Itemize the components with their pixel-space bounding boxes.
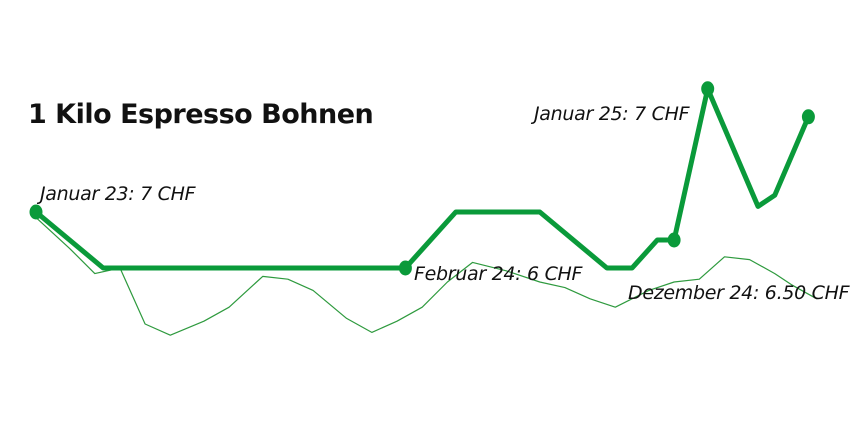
main-series-point bbox=[29, 204, 43, 220]
main-series-point bbox=[801, 109, 815, 125]
main-series-point bbox=[398, 260, 412, 276]
annotation-januar-25: Januar 25: 7 CHF bbox=[530, 103, 691, 125]
annotation-januar-23: Januar 23: 7 CHF bbox=[36, 183, 197, 205]
annotations: Januar 23: 7 CHF Februar 24: 6 CHF Dezem… bbox=[36, 103, 851, 304]
main-series-point bbox=[667, 232, 681, 248]
annotation-dezember-24: Dezember 24: 6.50 CHF bbox=[628, 282, 851, 304]
annotation-februar-24: Februar 24: 6 CHF bbox=[414, 263, 584, 285]
main-series-point bbox=[701, 81, 715, 97]
secondary-series-line bbox=[35, 217, 818, 336]
chart-title: 1 Kilo Espresso Bohnen bbox=[28, 99, 373, 130]
main-series-markers bbox=[29, 81, 815, 276]
secondary-series bbox=[35, 217, 818, 336]
